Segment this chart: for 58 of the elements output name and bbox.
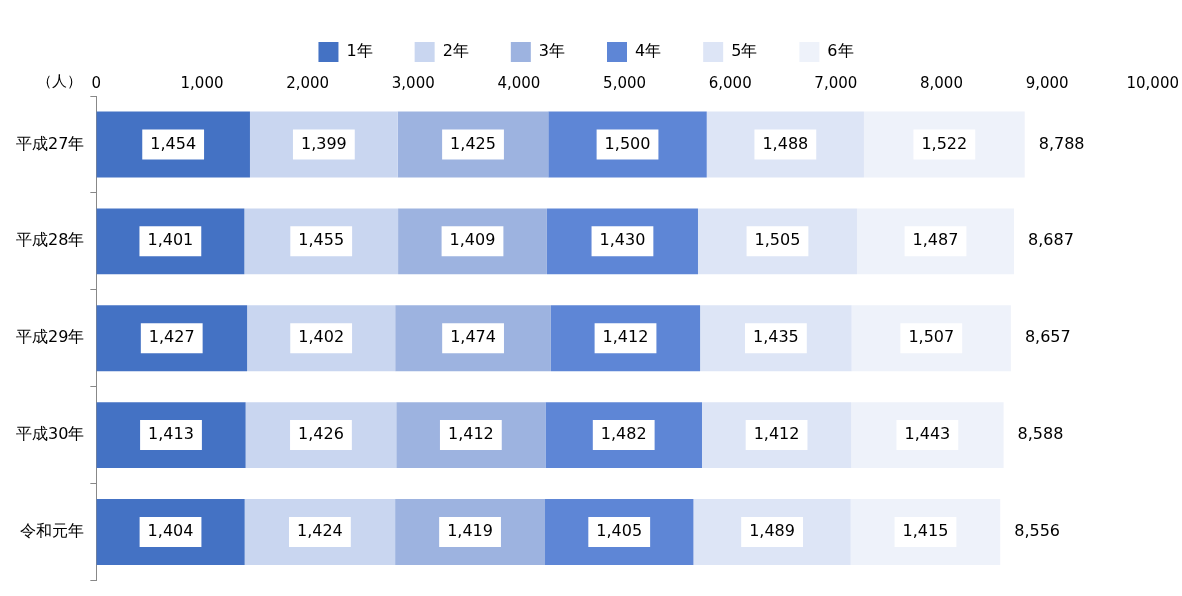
- legend-label: 2年: [442, 41, 469, 61]
- data-label: 1,507: [908, 327, 955, 347]
- data-label: 1,419: [447, 521, 493, 541]
- data-label: 1,402: [298, 327, 345, 347]
- y-tick-label: 平成29年: [16, 327, 85, 347]
- x-tick-label: 9,000: [1025, 73, 1069, 92]
- data-label: 1,427: [148, 327, 195, 347]
- data-label: 1,415: [902, 521, 949, 541]
- data-label: 1,430: [599, 230, 646, 250]
- x-tick-label: 10,000: [1126, 73, 1180, 92]
- data-label: 1,425: [450, 133, 496, 153]
- data-label: 1,474: [450, 327, 496, 347]
- legend-label: 3年: [538, 41, 566, 61]
- data-label: 1,413: [148, 424, 194, 444]
- x-axis-title: （人）: [37, 71, 83, 90]
- total-label: 8,687: [1028, 230, 1074, 250]
- data-label: 1,424: [296, 521, 343, 541]
- legend-label: 6年: [827, 41, 854, 61]
- data-label: 1,443: [904, 424, 951, 444]
- data-label: 1,412: [753, 424, 800, 444]
- x-tick-label: 1,000: [180, 73, 224, 92]
- data-label: 1,482: [600, 424, 647, 444]
- legend-label: 4年: [635, 41, 662, 61]
- total-label: 8,788: [1038, 133, 1085, 153]
- x-tick-label: 0: [91, 73, 102, 92]
- data-label: 1,401: [147, 230, 194, 250]
- y-tick-label: 平成27年: [16, 133, 85, 153]
- data-label: 1,454: [150, 133, 197, 153]
- data-label: 1,409: [449, 230, 496, 250]
- data-label: 1,455: [298, 230, 345, 250]
- data-label: 1,412: [447, 424, 494, 444]
- data-label: 1,426: [298, 424, 344, 444]
- y-tick-label: 平成30年: [16, 424, 85, 444]
- data-label: 1,505: [754, 230, 801, 250]
- x-tick-label: 3,000: [391, 73, 435, 92]
- data-label: 1,399: [300, 133, 347, 153]
- x-tick-label: 8,000: [920, 73, 963, 92]
- data-label: 1,489: [749, 521, 795, 541]
- legend-label: 1年: [346, 41, 373, 61]
- x-tick-label: 7,000: [814, 73, 858, 92]
- legend-label: 5年: [731, 41, 758, 61]
- y-tick-label: 令和元年: [20, 521, 85, 541]
- total-label: 8,556: [1014, 521, 1061, 541]
- x-tick-label: 6,000: [708, 73, 752, 92]
- x-tick-label: 2,000: [286, 73, 330, 92]
- data-label: 1,487: [912, 230, 959, 250]
- data-label: 1,488: [762, 133, 809, 153]
- data-label: 1,412: [602, 327, 649, 347]
- total-label: 8,588: [1017, 424, 1064, 444]
- total-label: 8,657: [1024, 327, 1071, 347]
- y-tick-label: 平成28年: [16, 230, 85, 250]
- data-label: 1,405: [596, 521, 643, 541]
- x-tick-label: 5,000: [603, 73, 647, 92]
- x-tick-label: 4,000: [497, 73, 541, 92]
- data-label: 1,404: [147, 521, 194, 541]
- data-label: 1,500: [604, 133, 651, 153]
- data-label: 1,435: [752, 327, 799, 347]
- data-label: 1,522: [921, 133, 968, 153]
